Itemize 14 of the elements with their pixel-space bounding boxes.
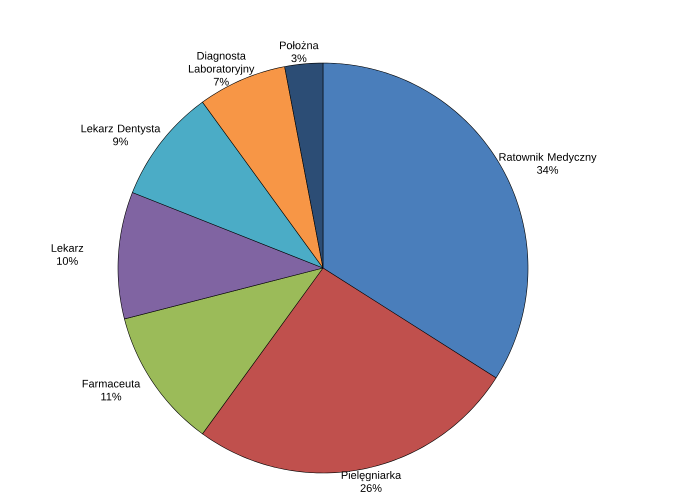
slice-label: Ratownik Medyczny bbox=[499, 152, 597, 164]
data-label: 9% bbox=[113, 138, 128, 146]
data-label: 26% bbox=[360, 484, 382, 492]
data-label: 7% bbox=[214, 78, 229, 86]
slice-label: Lekarz bbox=[52, 244, 84, 252]
slice-label: Położna bbox=[280, 41, 319, 50]
data-label: 34% bbox=[537, 166, 558, 174]
slice-label: Lekarz Dentysta bbox=[82, 124, 160, 135]
data-label: 3% bbox=[291, 54, 306, 62]
slice-label: Farmaceuta bbox=[82, 380, 140, 388]
data-label: 11% bbox=[101, 392, 122, 400]
slice-label: Diagnosta Laboratoryjny bbox=[188, 52, 254, 75]
slice-label: Pielęgniarka bbox=[342, 470, 402, 482]
data-label: 10% bbox=[57, 257, 78, 265]
